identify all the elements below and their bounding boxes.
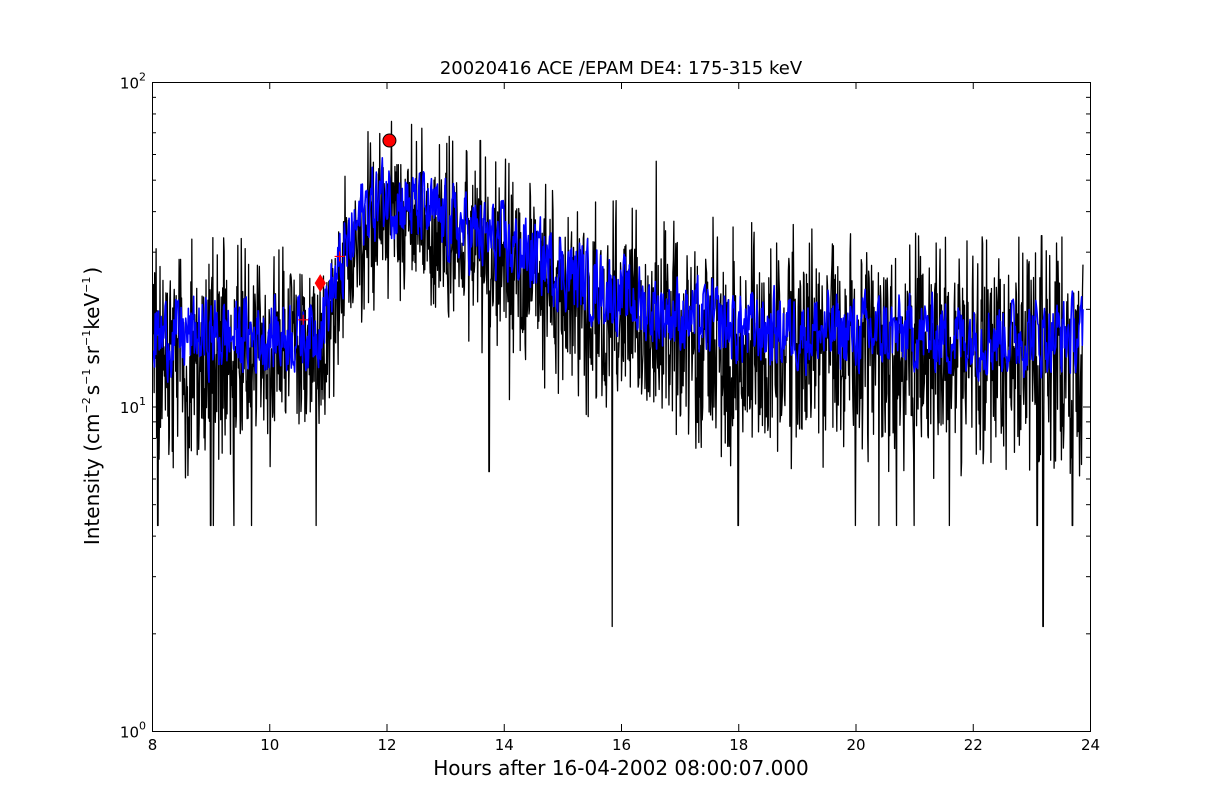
- onset-marker: [314, 274, 326, 293]
- y-tick-label: 100: [120, 720, 146, 742]
- x-axis-label: Hours after 16-04-2002 08:00:07.000: [433, 756, 809, 780]
- x-tick-label: 18: [729, 736, 748, 754]
- fit-point-marker: [298, 314, 309, 325]
- x-tick-label: 20: [846, 736, 865, 754]
- y-tick-label: 101: [120, 395, 146, 417]
- x-tick-label: 12: [377, 736, 396, 754]
- x-tick-label: 24: [1081, 736, 1100, 754]
- x-tick-label: 16: [612, 736, 631, 754]
- smoothed-intensity-line: [152, 156, 1084, 383]
- y-axis-label: Intensity (cm−2s−1sr−1keV−1): [80, 267, 104, 545]
- x-axis: 8 10 12 14 16 18 20 22 24: [148, 82, 1100, 754]
- series-layer: [152, 120, 1084, 628]
- peak-marker: [382, 133, 397, 148]
- marker-layer: [298, 133, 397, 325]
- x-tick-label: 14: [495, 736, 514, 754]
- x-tick-label: 8: [148, 736, 158, 754]
- x-tick-label: 10: [260, 736, 279, 754]
- raw-intensity-line: [152, 120, 1084, 628]
- fit-point-marker: [334, 251, 345, 262]
- y-tick-label: 102: [120, 71, 146, 93]
- x-tick-label: 22: [964, 736, 983, 754]
- y-axis: 100 101 102: [120, 71, 1090, 742]
- chart-title: 20020416 ACE /EPAM DE4: 175-315 keV: [440, 58, 803, 79]
